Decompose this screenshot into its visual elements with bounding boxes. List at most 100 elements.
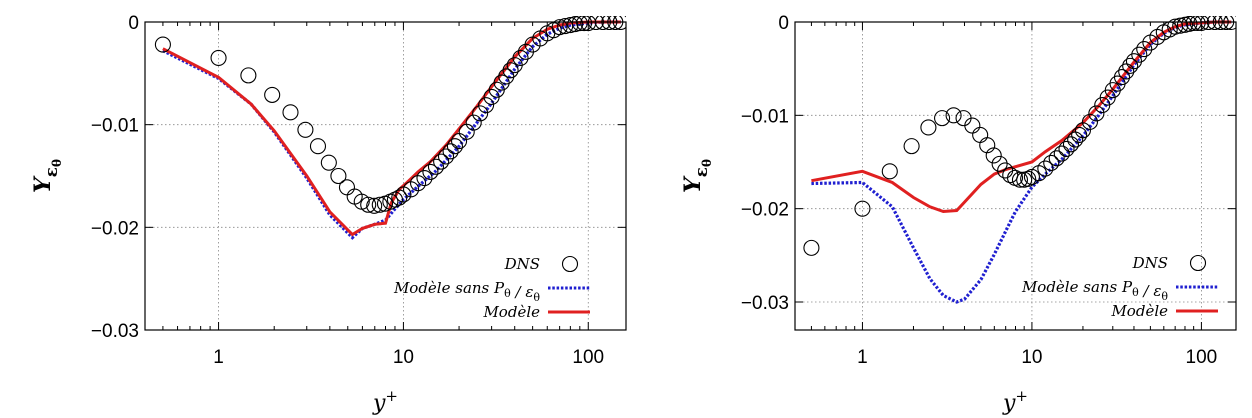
dns-point [1058, 140, 1075, 157]
dns-point [1172, 17, 1189, 34]
dns-point [1053, 145, 1070, 162]
dns-point [934, 110, 951, 127]
dns-point [854, 200, 871, 217]
legend-marker-dns [1189, 254, 1207, 272]
y-tick-label: −0.02 [91, 218, 139, 239]
dns-point [1020, 170, 1037, 187]
dns-point [512, 49, 529, 66]
dns-point [1081, 113, 1099, 130]
dns-point [210, 49, 227, 66]
y-tick-label: −0.01 [91, 116, 139, 137]
dns-point [320, 154, 337, 171]
dns-point [338, 179, 356, 196]
x-tick-label: 1 [213, 347, 224, 368]
dns-point [903, 138, 920, 155]
dns-point [1062, 136, 1080, 153]
dns-point [422, 163, 439, 180]
dns-point [427, 158, 445, 175]
dns-point [920, 119, 937, 136]
dns-point [1071, 126, 1088, 143]
y-axis-label: Yεθ [680, 159, 714, 193]
dns-point [498, 68, 515, 85]
dns-point [366, 197, 383, 214]
dns-point [442, 143, 459, 160]
dns-point [972, 126, 989, 143]
dns-point [433, 153, 450, 170]
dns-point [502, 62, 519, 79]
series-line-modele [811, 20, 1232, 214]
dns-point [1002, 167, 1019, 184]
dns-point [282, 104, 299, 121]
dns-point [803, 239, 820, 256]
y-tick-label: −0.01 [741, 106, 789, 127]
plot-area [803, 16, 1236, 304]
chart-panel-right: 1 10 100 0 −0.01 −0.02 −0.03 DNS Modèle sans Pθ … [680, 13, 1237, 416]
dns-point [371, 196, 388, 213]
plot-frame [144, 21, 627, 331]
dns-point [1043, 154, 1060, 171]
chart-panel-left: 1 10 100 0 −0.01 −0.02 −0.03 DNS Modèle sans Pθ … [30, 13, 627, 416]
series-line-modele-sans [811, 20, 1232, 304]
legend-label: Modèle sans Pθ / εθ [393, 279, 540, 304]
x-axis-label: y+ [372, 387, 398, 416]
x-tick-label: 10 [393, 347, 414, 368]
legend-label: DNS [504, 255, 540, 273]
x-tick-label: 1 [857, 347, 868, 368]
dns-point [416, 170, 433, 187]
series-line-modele [162, 20, 621, 237]
legend-label: Modèle sans Pθ / εθ [1021, 278, 1168, 303]
x-axis-label: y+ [1002, 387, 1028, 416]
dns-point [1131, 46, 1148, 63]
dns-point [571, 16, 588, 32]
dns-point [1011, 171, 1029, 188]
x-tick-label: 100 [572, 347, 604, 368]
dns-point [1189, 16, 1206, 31]
dns-point [1048, 150, 1065, 167]
dns-point [955, 110, 972, 127]
dns-point [576, 16, 593, 32]
dns-point [1113, 69, 1131, 86]
dns-point [360, 196, 377, 213]
legend-label: Modèle [1110, 302, 1168, 320]
dns-point [297, 121, 314, 138]
dns-point [493, 74, 510, 91]
dns-point [985, 147, 1002, 164]
dns-point [240, 67, 257, 84]
legend-label: DNS [1132, 254, 1168, 272]
dns-point [562, 17, 579, 34]
dns-point [391, 189, 408, 206]
y-tick-label: 0 [128, 13, 139, 34]
y-tick-label: 0 [778, 13, 789, 34]
y-tick-label: −0.02 [741, 200, 789, 221]
dns-point [1136, 41, 1153, 58]
y-tick-label: −0.03 [91, 321, 139, 342]
dns-point [1122, 57, 1139, 74]
dns-point [437, 148, 455, 165]
dns-point [410, 175, 427, 192]
legend-marker-dns [561, 255, 579, 273]
dns-point [991, 155, 1008, 172]
dns-point [964, 117, 981, 134]
y-tick-label: −0.03 [741, 293, 789, 314]
y-axis-label: Yεθ [30, 159, 64, 193]
dns-point [330, 167, 347, 185]
dns-point [1037, 160, 1054, 177]
dns-point [465, 114, 482, 131]
plot-frame [794, 21, 1237, 331]
x-tick-label: 100 [1186, 347, 1218, 368]
dns-point [472, 105, 489, 122]
dns-point [446, 138, 463, 155]
x-tick-label: 10 [1021, 347, 1042, 368]
dns-point [945, 107, 962, 124]
dns-point [881, 163, 898, 180]
dns-point [309, 138, 327, 155]
dns-point [264, 86, 281, 103]
dns-point [551, 19, 568, 36]
dns-point [1088, 105, 1105, 122]
dns-point [154, 36, 171, 53]
dns-point [478, 97, 495, 114]
dns-point [979, 137, 996, 154]
dns-point [1118, 63, 1135, 80]
